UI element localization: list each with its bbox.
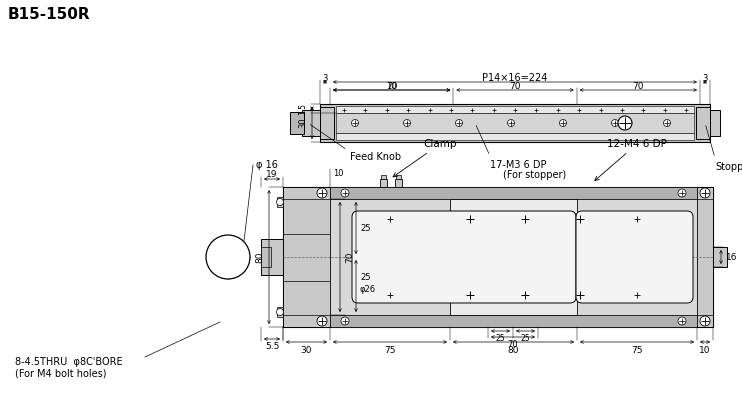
Bar xyxy=(320,104,710,142)
Bar xyxy=(277,197,283,207)
Bar xyxy=(261,247,271,267)
Bar xyxy=(290,112,304,134)
Circle shape xyxy=(317,316,327,326)
Bar xyxy=(283,187,713,327)
Circle shape xyxy=(277,309,283,316)
Bar xyxy=(336,106,694,113)
Text: 70: 70 xyxy=(345,251,354,263)
Text: 10: 10 xyxy=(387,82,397,91)
Text: 25: 25 xyxy=(360,223,370,232)
Text: B15-150R: B15-150R xyxy=(8,7,91,22)
Bar xyxy=(330,199,450,315)
Text: 70: 70 xyxy=(633,82,644,91)
Text: 70: 70 xyxy=(508,340,519,349)
Text: 80: 80 xyxy=(255,251,264,263)
FancyBboxPatch shape xyxy=(352,211,576,303)
Text: 25: 25 xyxy=(496,334,505,343)
Bar xyxy=(261,239,283,275)
Bar xyxy=(330,187,697,199)
Text: 25: 25 xyxy=(360,274,370,283)
Text: 70: 70 xyxy=(509,82,521,91)
Text: 75: 75 xyxy=(631,346,643,355)
Bar xyxy=(381,175,386,179)
Circle shape xyxy=(456,119,462,126)
Text: 70: 70 xyxy=(386,82,398,91)
Text: P14×16=224: P14×16=224 xyxy=(482,73,548,83)
Text: 30: 30 xyxy=(298,118,307,128)
Bar xyxy=(320,107,334,139)
Circle shape xyxy=(277,199,283,206)
Circle shape xyxy=(508,119,514,126)
Text: 12-M4 6 DP: 12-M4 6 DP xyxy=(595,139,667,180)
Circle shape xyxy=(559,119,566,126)
Text: 1.5: 1.5 xyxy=(298,103,307,115)
Text: φ 16: φ 16 xyxy=(256,160,278,170)
Text: 3: 3 xyxy=(703,73,708,82)
Circle shape xyxy=(618,116,632,130)
Bar xyxy=(380,179,387,187)
Text: 10: 10 xyxy=(699,346,711,355)
Bar xyxy=(277,307,283,317)
Circle shape xyxy=(700,316,710,326)
Circle shape xyxy=(352,119,358,126)
Circle shape xyxy=(317,188,327,198)
Text: 8-4.5THRU  φ8C'BORE: 8-4.5THRU φ8C'BORE xyxy=(15,357,122,367)
Text: 16: 16 xyxy=(726,253,738,262)
Circle shape xyxy=(700,188,710,198)
Text: 5.5: 5.5 xyxy=(265,342,279,351)
Text: Clamp: Clamp xyxy=(393,139,457,177)
Circle shape xyxy=(611,119,619,126)
Bar xyxy=(336,133,694,140)
Bar xyxy=(396,175,401,179)
Circle shape xyxy=(404,119,410,126)
Circle shape xyxy=(678,189,686,197)
Bar xyxy=(283,187,330,327)
Text: (For M4 bolt holes): (For M4 bolt holes) xyxy=(15,369,107,379)
Circle shape xyxy=(678,317,686,325)
Text: 19: 19 xyxy=(266,169,278,178)
Bar xyxy=(577,199,697,315)
Text: φ26: φ26 xyxy=(360,286,376,295)
FancyBboxPatch shape xyxy=(576,211,693,303)
Circle shape xyxy=(341,189,349,197)
Bar xyxy=(450,199,577,315)
Bar xyxy=(395,179,402,187)
Text: 25: 25 xyxy=(521,334,531,343)
Text: 30: 30 xyxy=(301,346,312,355)
Text: Feed Knob: Feed Knob xyxy=(310,124,401,162)
Text: Stopper: Stopper xyxy=(715,162,742,172)
Text: 80: 80 xyxy=(508,346,519,355)
Text: 10: 10 xyxy=(332,169,344,178)
Bar xyxy=(302,110,320,136)
Text: 17-M3 6 DP: 17-M3 6 DP xyxy=(490,160,547,170)
Text: 75: 75 xyxy=(384,346,395,355)
Bar xyxy=(710,110,720,136)
Text: (For stopper): (For stopper) xyxy=(503,170,566,180)
Circle shape xyxy=(341,317,349,325)
Bar xyxy=(330,315,697,327)
Bar xyxy=(336,113,694,133)
Bar xyxy=(713,247,727,267)
Circle shape xyxy=(206,235,250,279)
Bar xyxy=(697,187,713,327)
Circle shape xyxy=(663,119,671,126)
Text: 3: 3 xyxy=(322,73,328,82)
Bar xyxy=(696,107,710,139)
